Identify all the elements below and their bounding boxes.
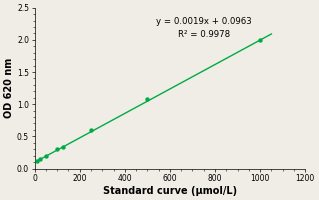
Point — [88, 128, 93, 132]
Point — [145, 97, 150, 101]
Point — [60, 146, 65, 149]
Point — [38, 158, 43, 161]
Point — [43, 155, 48, 158]
Point — [34, 160, 40, 163]
X-axis label: Standard curve (μmol/L): Standard curve (μmol/L) — [103, 186, 237, 196]
Y-axis label: OD 620 nm: OD 620 nm — [4, 58, 14, 118]
Point — [257, 39, 263, 42]
Text: y = 0.0019x + 0.0963
R² = 0.9978: y = 0.0019x + 0.0963 R² = 0.9978 — [156, 17, 252, 39]
Point — [55, 148, 60, 151]
